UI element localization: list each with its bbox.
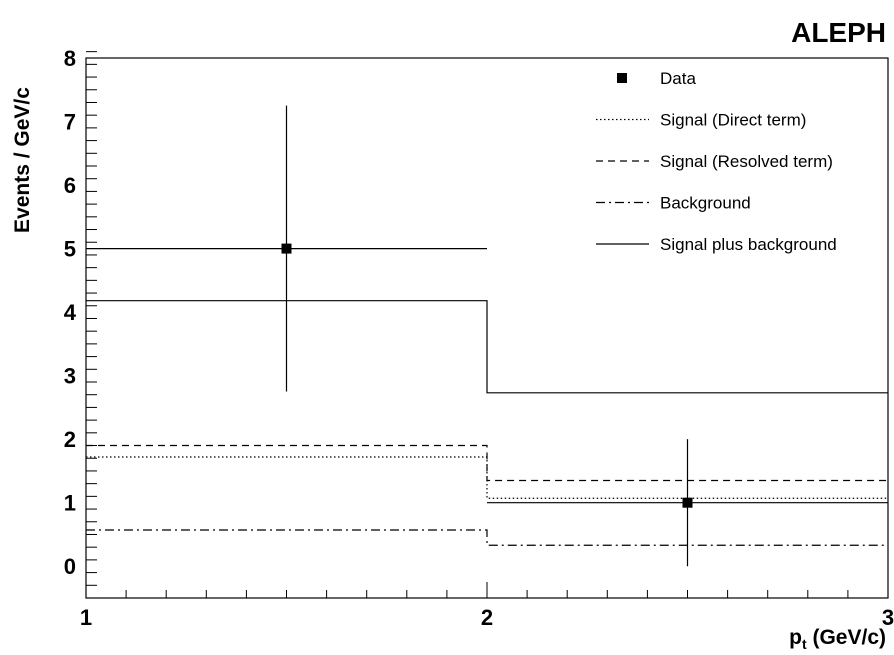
legend-label: Data bbox=[660, 69, 696, 88]
legend-label: Signal plus background bbox=[660, 235, 837, 254]
y-tick-label: 5 bbox=[64, 237, 76, 262]
legend-label: Signal (Direct term) bbox=[660, 111, 806, 130]
series-dashed-line bbox=[86, 444, 888, 482]
x-axis-title: pt (GeV/c) bbox=[789, 626, 886, 652]
series-dashdot-line bbox=[86, 529, 888, 546]
data-point-marker bbox=[281, 243, 292, 254]
y-tick-label: 2 bbox=[64, 427, 76, 452]
x-tick-label: 1 bbox=[80, 605, 92, 630]
corner-label: ALEPH bbox=[791, 17, 886, 48]
x-axis-title-unit: (GeV/c) bbox=[807, 626, 886, 649]
x-tick-label: 2 bbox=[481, 605, 493, 630]
x-axis-title-sub: t bbox=[802, 636, 807, 652]
y-tick-label: 0 bbox=[64, 554, 76, 579]
series-dotted-line bbox=[86, 456, 888, 499]
x-axis-title-main: p bbox=[789, 626, 802, 649]
series-solid-line bbox=[86, 300, 888, 394]
y-axis-title: Events / GeV/c bbox=[11, 87, 34, 233]
data-point-marker bbox=[682, 497, 693, 508]
legend: Data Signal (Direct term) Signal (Resolved… bbox=[596, 69, 837, 254]
y-tick-label: 8 bbox=[64, 46, 76, 71]
legend-label: Background bbox=[660, 194, 751, 213]
axis-tick-labels: 0 1 2 3 4 5 6 7 8 1 2 3 bbox=[64, 46, 894, 630]
x-tick-label: 3 bbox=[882, 605, 894, 630]
legend-data-marker bbox=[617, 73, 627, 83]
y-tick-label: 6 bbox=[64, 173, 76, 198]
y-tick-label: 7 bbox=[64, 110, 76, 135]
data-points bbox=[86, 105, 888, 567]
legend-label: Signal (Resolved term) bbox=[660, 152, 833, 171]
y-tick-label: 3 bbox=[64, 364, 76, 389]
histogram-lines bbox=[86, 300, 888, 546]
y-tick-label: 4 bbox=[64, 300, 77, 325]
y-tick-label: 1 bbox=[64, 491, 76, 516]
